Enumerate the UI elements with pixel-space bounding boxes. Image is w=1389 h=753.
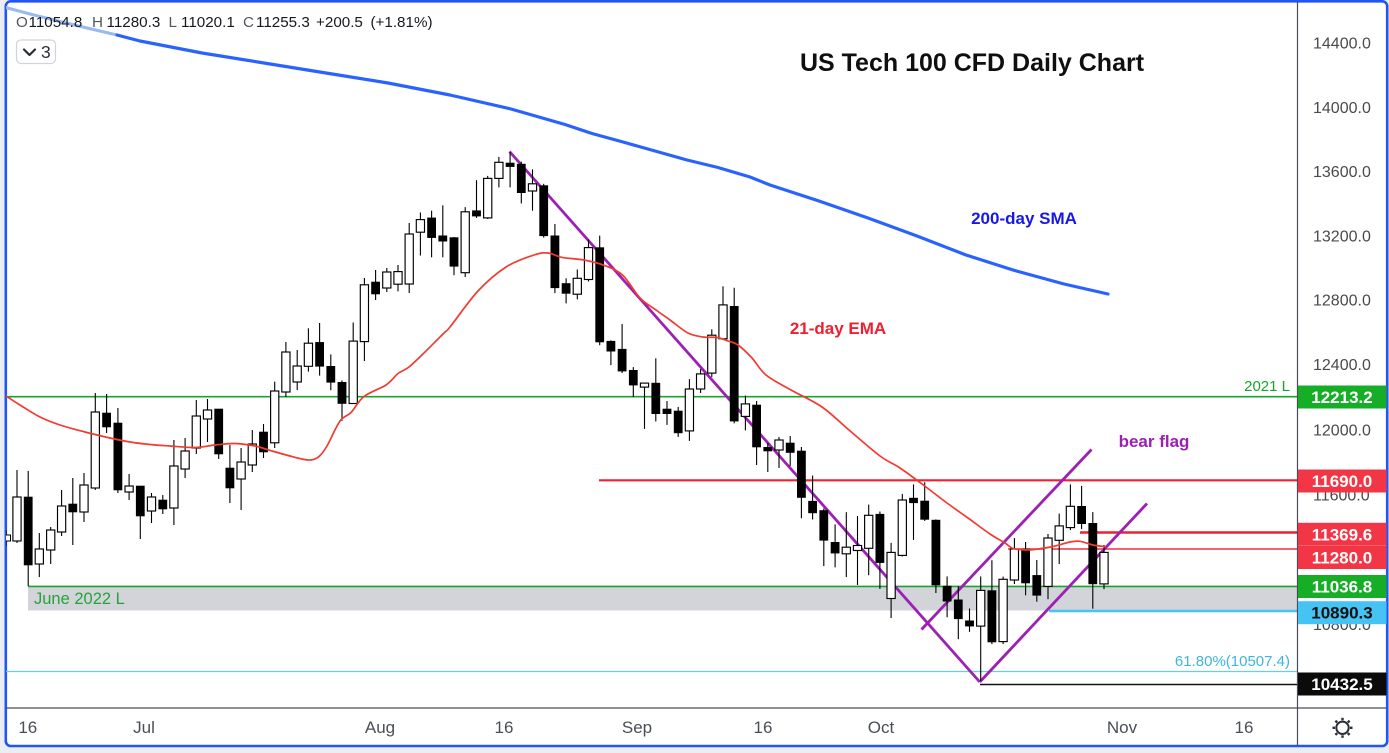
svg-text:bear flag: bear flag [1119,432,1190,451]
svg-text:12213.2: 12213.2 [1311,388,1372,407]
svg-text:US Tech 100 CFD Daily Chart: US Tech 100 CFD Daily Chart [800,49,1145,77]
svg-text:Oct: Oct [868,718,895,737]
svg-text:12400.0: 12400.0 [1313,357,1371,374]
svg-text:13600.0: 13600.0 [1313,164,1371,181]
svg-text:11054.8: 11054.8 [29,14,83,31]
svg-text:June 2022 L: June 2022 L [34,590,125,608]
svg-text:11369.6: 11369.6 [1312,525,1373,544]
svg-text:16: 16 [18,718,37,737]
svg-text:16: 16 [495,718,514,737]
svg-text:11255.3: 11255.3 [256,14,310,31]
svg-text:12800.0: 12800.0 [1313,293,1371,310]
svg-text:3: 3 [41,42,51,62]
svg-text:11280.3: 11280.3 [107,14,161,31]
svg-text:Aug: Aug [365,718,395,737]
svg-text:61.80%(10507.4): 61.80%(10507.4) [1175,653,1290,670]
svg-text:+200.5 (+1.81%): +200.5 (+1.81%) [316,14,433,31]
svg-text:Jul: Jul [133,718,155,737]
svg-text:11690.0: 11690.0 [1312,472,1373,491]
svg-text:200-day SMA: 200-day SMA [971,209,1077,228]
svg-text:2021 L: 2021 L [1244,378,1290,395]
svg-text:11280.0: 11280.0 [1312,549,1373,568]
svg-text:O: O [16,14,28,31]
svg-text:12000.0: 12000.0 [1313,423,1371,440]
svg-text:10890.3: 10890.3 [1311,604,1372,623]
svg-text:16: 16 [1235,718,1254,737]
svg-text:14400.0: 14400.0 [1313,36,1371,53]
svg-text:16: 16 [754,718,773,737]
svg-text:H: H [92,14,103,31]
svg-text:11036.8: 11036.8 [1312,578,1373,597]
svg-text:Nov: Nov [1107,718,1138,737]
svg-text:L: L [169,14,177,31]
svg-text:11020.1: 11020.1 [181,14,235,31]
svg-text:C: C [243,14,254,31]
svg-text:Sep: Sep [622,718,652,737]
svg-text:21-day EMA: 21-day EMA [790,319,886,338]
svg-text:10432.5: 10432.5 [1311,675,1372,694]
svg-text:14000.0: 14000.0 [1313,100,1371,117]
svg-text:13200.0: 13200.0 [1313,228,1371,245]
